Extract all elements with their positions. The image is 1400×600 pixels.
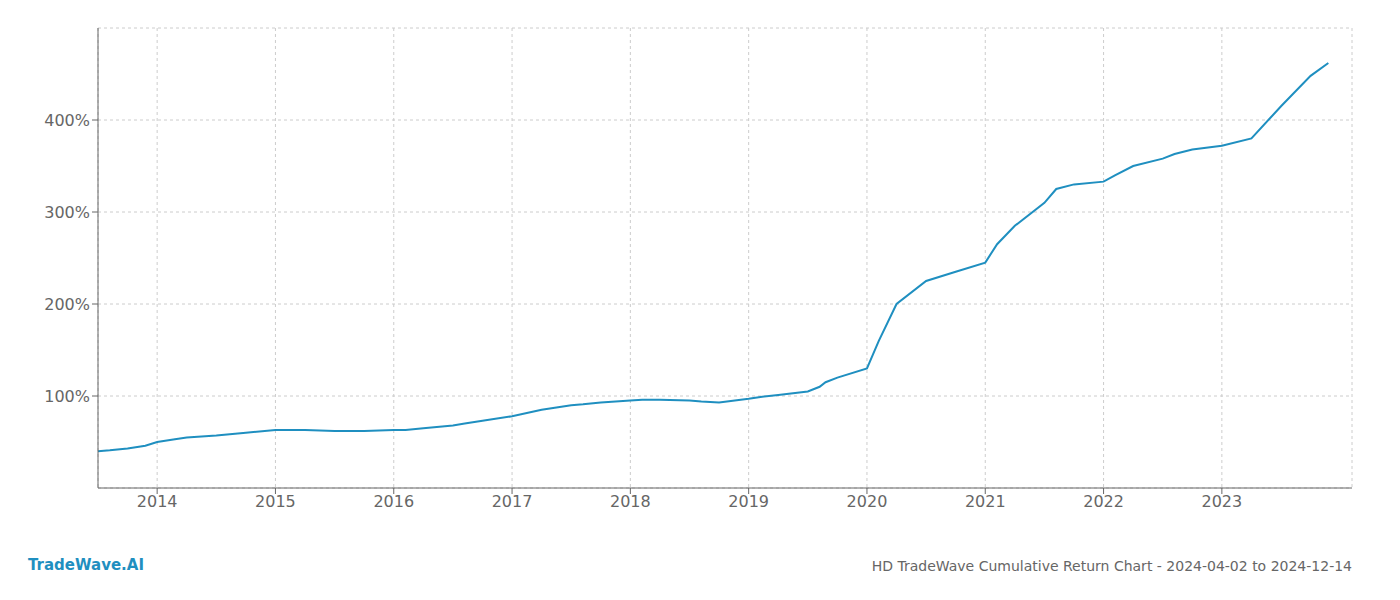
- html-text:HD TradeWave Cumulative Return: HD TradeWave Cumulative Return Chart - 2…: [871, 558, 1352, 574]
- svg-text:2014: 2014: [137, 492, 178, 511]
- svg-text:200%: 200%: [44, 295, 90, 314]
- svg-text:2023: 2023: [1202, 492, 1243, 511]
- svg-text:2019: 2019: [728, 492, 769, 511]
- svg-text:2018: 2018: [610, 492, 651, 511]
- svg-text:400%: 400%: [44, 111, 90, 130]
- svg-text:2020: 2020: [847, 492, 888, 511]
- svg-text:2015: 2015: [255, 492, 296, 511]
- html-text:TradeWave.AI: TradeWave.AI: [28, 556, 144, 574]
- svg-text:2021: 2021: [965, 492, 1006, 511]
- svg-text:2022: 2022: [1083, 492, 1124, 511]
- svg-text:2017: 2017: [492, 492, 533, 511]
- svg-text:100%: 100%: [44, 387, 90, 406]
- svg-text:2016: 2016: [373, 492, 414, 511]
- svg-text:300%: 300%: [44, 203, 90, 222]
